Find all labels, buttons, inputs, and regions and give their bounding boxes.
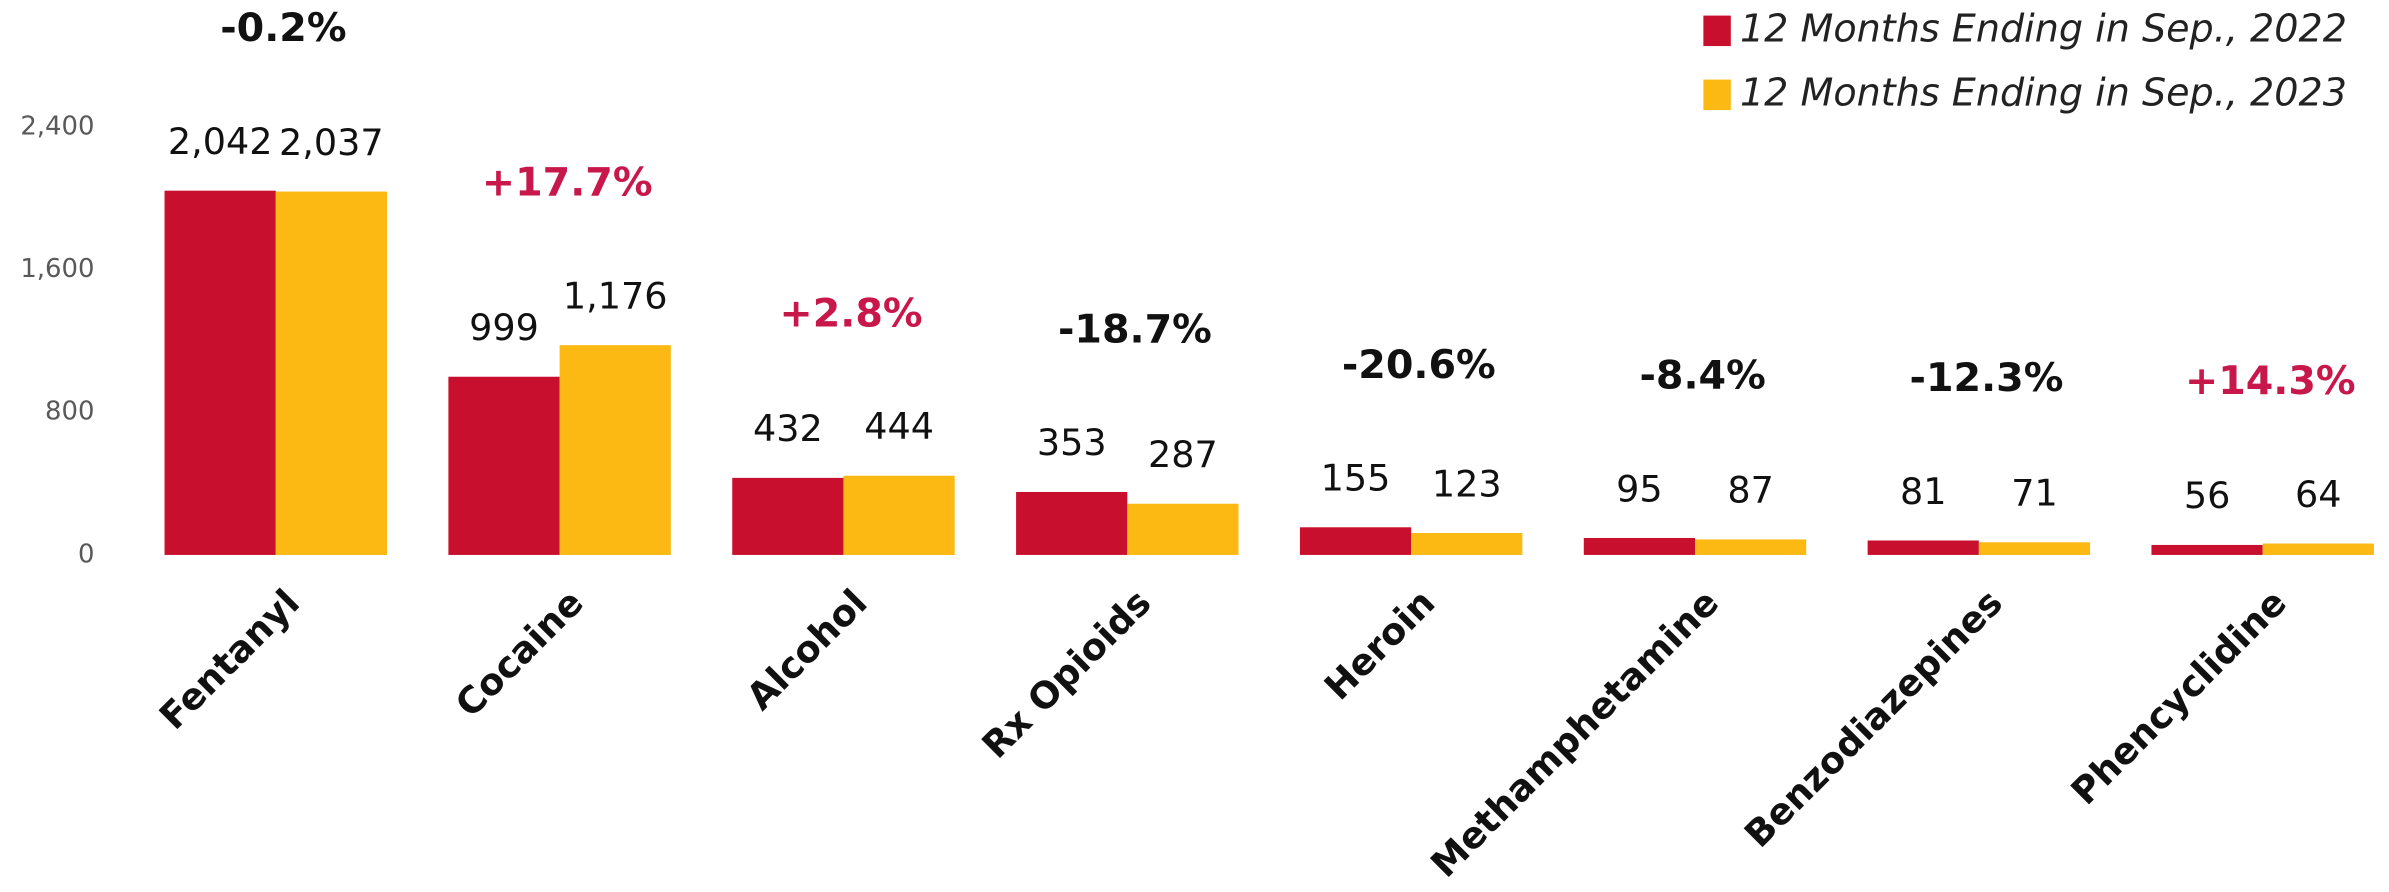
annotation: -20.6% [1342, 342, 1496, 388]
legend-label: 12 Months Ending in Sep., 2022 [1740, 6, 2347, 50]
value-label: 95 [1616, 467, 1663, 510]
value-label: 287 [1148, 433, 1218, 476]
value-label: 155 [1321, 457, 1391, 500]
value-label: 87 [1727, 469, 1774, 512]
value-label: 81 [1900, 470, 1947, 513]
annotation: -8.4% [1639, 353, 1765, 399]
annotation: +2.8% [780, 290, 923, 336]
bar [2262, 543, 2374, 555]
value-label: 123 [1432, 462, 1502, 505]
bar [1411, 532, 1523, 555]
value-label: 444 [864, 405, 934, 448]
legend-swatch [1703, 15, 1731, 47]
bar [1299, 527, 1412, 555]
annotation: -18.7% [1058, 306, 1212, 352]
x-tick-label: Alcohol [738, 581, 875, 718]
annotation: -0.2% [220, 5, 346, 51]
y-tick-label: 1,600 [20, 254, 94, 284]
bar [1016, 491, 1128, 555]
value-label: 353 [1037, 421, 1107, 464]
annotation: -12.3% [1910, 355, 2064, 401]
x-tick-label: Fentanyl [151, 581, 308, 738]
bar [1127, 503, 1239, 555]
value-label: 2,037 [279, 121, 384, 164]
value-label: 1,176 [563, 274, 668, 317]
value-label: 999 [469, 306, 539, 349]
legend-swatch [1703, 79, 1731, 111]
x-tick-label: Rx Opioids [974, 581, 1160, 767]
value-label: 432 [753, 407, 823, 450]
bar [164, 190, 276, 555]
bar [448, 376, 560, 555]
bar [275, 191, 387, 555]
annotation: +17.7% [482, 160, 653, 206]
value-label: 56 [2184, 474, 2231, 517]
x-tick-label: Methamphetamine [1422, 581, 1727, 886]
annotation: +14.3% [2185, 358, 2356, 404]
bar [732, 477, 844, 555]
y-tick-label: 2,400 [20, 111, 94, 141]
bar [843, 475, 955, 555]
bar [1583, 537, 1696, 555]
x-tick-label: Cocaine [447, 581, 592, 726]
value-label: 71 [2011, 472, 2058, 515]
bar [1867, 540, 1979, 555]
bar [1978, 542, 2091, 555]
y-tick-label: 800 [45, 397, 94, 427]
value-label: 2,042 [168, 120, 273, 163]
x-tick-label: Phencyclidine [2063, 581, 2295, 813]
value-label: 64 [2295, 473, 2342, 516]
bar [1695, 539, 1807, 555]
bar [559, 345, 671, 555]
x-tick-label: Heroin [1316, 581, 1443, 708]
bar [2151, 544, 2263, 555]
legend-label: 12 Months Ending in Sep., 2023 [1740, 70, 2347, 114]
y-tick-label: 0 [78, 539, 94, 569]
x-tick-label: Benzodiazepines [1736, 581, 2011, 856]
